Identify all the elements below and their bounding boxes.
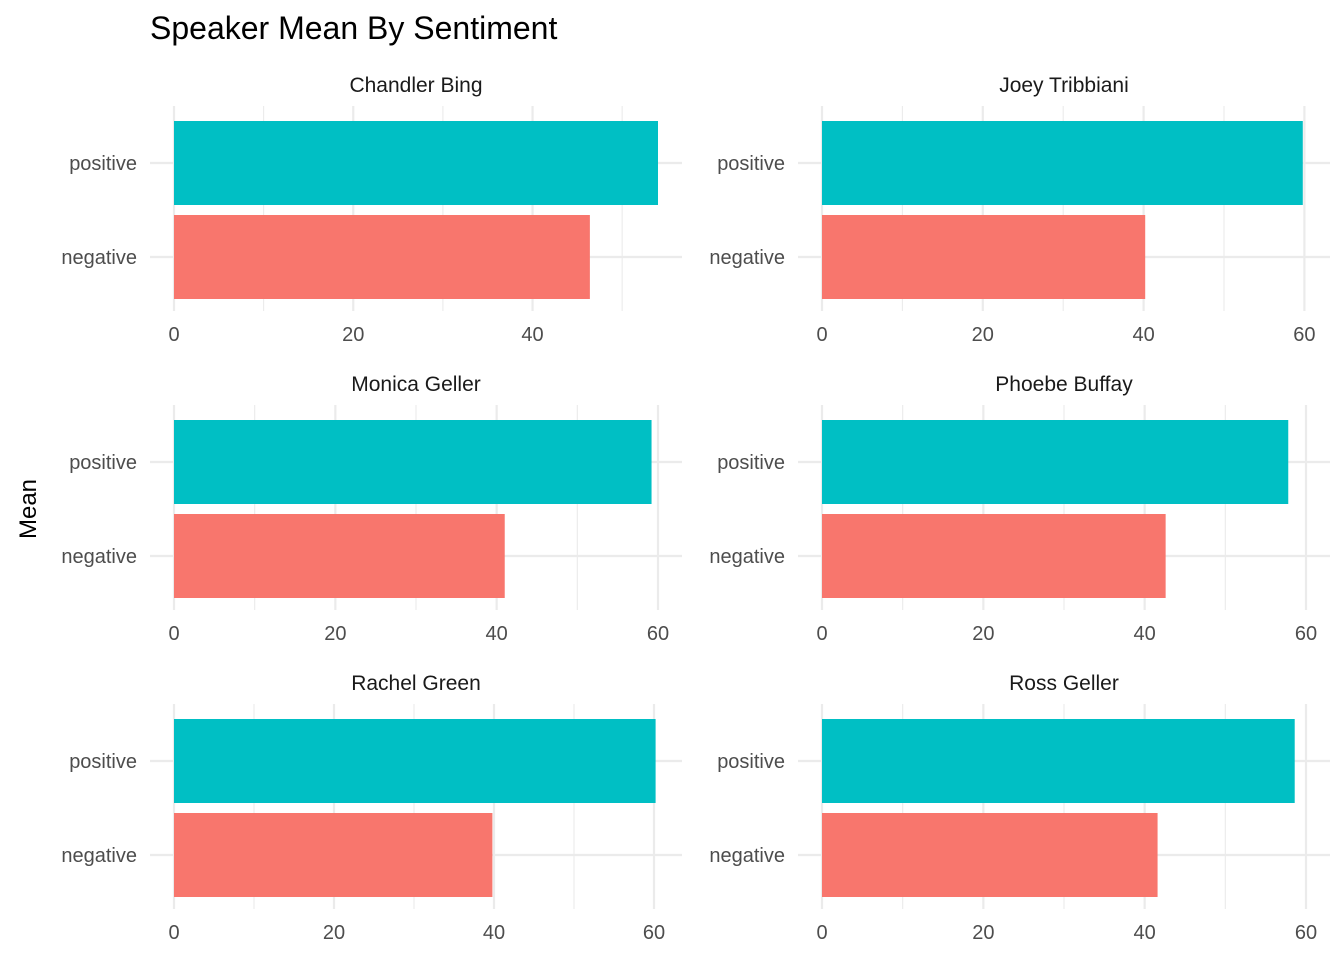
x-tick-label: 60	[643, 922, 665, 944]
y-tick-label: negative	[61, 546, 137, 568]
bar-positive	[822, 121, 1303, 205]
y-tick-label: negative	[61, 247, 137, 269]
x-tick-label: 20	[972, 922, 994, 944]
bar-positive	[822, 719, 1295, 803]
x-tick-label: 0	[168, 922, 179, 944]
x-tick-label: 40	[486, 623, 508, 645]
facet-label: Chandler Bing	[349, 74, 482, 97]
x-tick-label: 0	[816, 324, 827, 346]
y-tick-label: positive	[69, 751, 137, 773]
y-tick-label: negative	[709, 247, 785, 269]
facet-panel: Phoebe Buffay positive negative 0 20 40 60	[709, 373, 1330, 645]
chart-title: Speaker Mean By Sentiment	[150, 10, 557, 46]
bar-negative	[174, 813, 493, 897]
bar-positive	[822, 420, 1289, 504]
x-tick-label: 40	[483, 922, 505, 944]
facet-label: Monica Geller	[351, 373, 481, 396]
facet-panel: Chandler Bing positive negative 0 20 40	[61, 74, 682, 346]
x-tick-label: 40	[1134, 623, 1156, 645]
facet-label: Joey Tribbiani	[999, 74, 1129, 97]
bar-negative	[822, 215, 1146, 299]
bar-negative	[822, 514, 1166, 598]
y-tick-label: positive	[717, 452, 785, 474]
x-tick-label: 20	[323, 922, 345, 944]
x-tick-label: 40	[1134, 922, 1156, 944]
y-tick-label: negative	[61, 845, 137, 867]
facet-panel: Ross Geller positive negative 0 20 40 60	[709, 672, 1330, 944]
bar-positive	[174, 121, 658, 205]
x-tick-label: 40	[1132, 324, 1154, 346]
x-tick-label: 60	[1293, 324, 1315, 346]
y-tick-label: positive	[69, 153, 137, 175]
facet-panel: Rachel Green positive negative 0 20 40 60	[61, 672, 682, 944]
facet-label: Phoebe Buffay	[995, 373, 1133, 396]
y-tick-label: positive	[717, 153, 785, 175]
y-tick-label: positive	[69, 452, 137, 474]
x-tick-label: 20	[342, 324, 364, 346]
bar-negative	[822, 813, 1158, 897]
facet-panel: Monica Geller positive negative 0 20 40 60	[61, 373, 682, 645]
facet-panel: Joey Tribbiani positive negative 0 20 40 60	[709, 74, 1330, 346]
x-tick-label: 60	[1295, 623, 1317, 645]
facet-label: Ross Geller	[1009, 672, 1119, 695]
x-tick-label: 20	[324, 623, 346, 645]
bar-negative	[174, 514, 505, 598]
x-tick-label: 60	[1295, 922, 1317, 944]
x-tick-label: 0	[168, 324, 179, 346]
bar-negative	[174, 215, 590, 299]
y-tick-label: negative	[709, 845, 785, 867]
facet-label: Rachel Green	[351, 672, 481, 695]
x-tick-label: 20	[972, 623, 994, 645]
y-tick-label: positive	[717, 751, 785, 773]
x-tick-label: 0	[816, 922, 827, 944]
y-axis-label: Mean	[15, 479, 42, 539]
x-tick-label: 20	[972, 324, 994, 346]
x-tick-label: 0	[168, 623, 179, 645]
x-tick-label: 40	[521, 324, 543, 346]
x-tick-label: 0	[816, 623, 827, 645]
y-tick-label: negative	[709, 546, 785, 568]
bar-positive	[174, 420, 652, 504]
bar-positive	[174, 719, 656, 803]
x-tick-label: 60	[647, 623, 669, 645]
